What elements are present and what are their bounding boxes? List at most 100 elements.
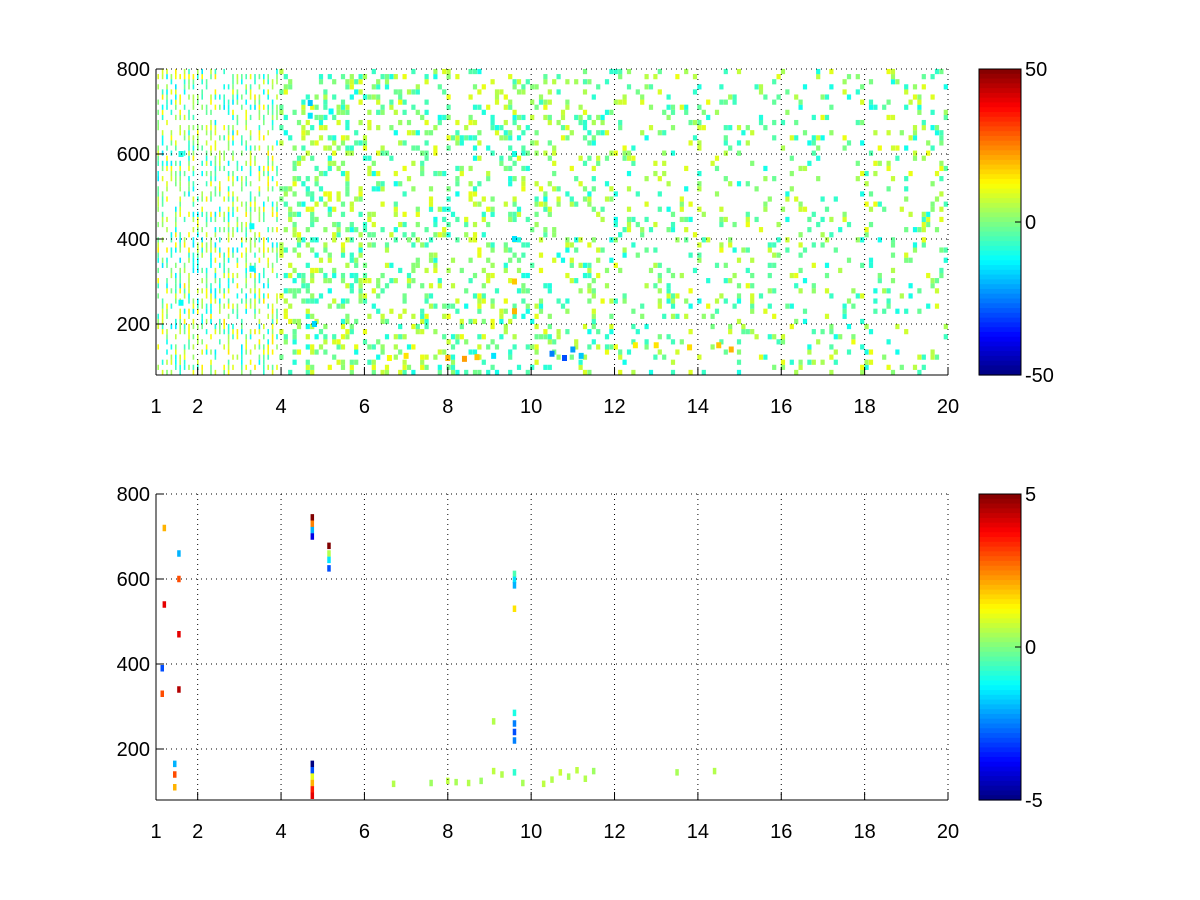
heatmap-cell <box>267 89 269 95</box>
x-tick-label: 6 <box>359 396 370 418</box>
heatmap-cell <box>296 201 302 207</box>
heatmap-cell <box>455 334 460 340</box>
heatmap-cell <box>512 576 517 584</box>
heatmap-cell <box>210 349 212 355</box>
heatmap-cell <box>367 216 372 223</box>
heatmap-cell <box>157 176 159 182</box>
heatmap-cell <box>263 135 265 141</box>
heatmap-cell <box>575 767 579 774</box>
heatmap-cell <box>227 278 230 284</box>
heatmap-cell <box>508 318 513 325</box>
heatmap-cell <box>860 318 865 325</box>
heatmap-cell <box>166 359 168 365</box>
heatmap-cell <box>214 323 217 330</box>
heatmap-cell <box>192 334 195 340</box>
heatmap-cell <box>552 227 557 233</box>
heatmap-cell <box>384 334 390 340</box>
heatmap-cell <box>490 323 495 330</box>
heatmap-cell <box>188 298 190 304</box>
heatmap-cell <box>283 130 288 136</box>
heatmap-cell <box>578 114 583 121</box>
heatmap-cell <box>245 109 247 115</box>
heatmap-cell <box>249 329 252 335</box>
heatmap-cell <box>166 262 168 268</box>
heatmap-cell <box>241 252 243 258</box>
heatmap-cell <box>288 216 293 223</box>
heatmap-cell <box>258 354 261 360</box>
heatmap-cell <box>214 140 217 146</box>
heatmap-cell <box>380 349 385 355</box>
heatmap-cell <box>327 206 332 212</box>
heatmap-cell <box>534 211 539 217</box>
heatmap-cell <box>305 262 310 268</box>
heatmap-cell <box>516 114 522 121</box>
heatmap-cell <box>600 206 605 212</box>
heatmap-cell <box>763 94 768 100</box>
heatmap-cell <box>666 227 671 233</box>
heatmap-cell <box>296 349 302 355</box>
heatmap-cell <box>292 329 297 335</box>
heatmap-cell <box>428 293 434 299</box>
heatmap-cell <box>258 237 261 243</box>
heatmap-cell <box>864 349 869 355</box>
heatmap-cell <box>644 247 649 253</box>
heatmap-cell <box>183 262 186 268</box>
heatmap-cell <box>179 211 181 217</box>
heatmap-cell <box>503 267 508 274</box>
heatmap-cell <box>232 79 234 85</box>
heatmap-cell <box>236 130 239 136</box>
heatmap-cell <box>205 278 208 284</box>
heatmap-cell <box>587 130 592 136</box>
heatmap-cell <box>670 293 676 299</box>
heatmap-cell <box>890 242 896 248</box>
heatmap-cell <box>723 349 728 355</box>
colorbar-step <box>979 527 1021 533</box>
heatmap-cell <box>437 206 442 212</box>
heatmap-cell <box>241 201 243 207</box>
heatmap-cell <box>424 267 429 274</box>
heatmap-cell <box>170 237 173 243</box>
heatmap-cell <box>820 114 825 121</box>
heatmap-cell <box>188 308 190 314</box>
heatmap-cell <box>166 196 168 202</box>
heatmap-cell <box>210 359 212 365</box>
heatmap-cell <box>490 262 495 268</box>
heatmap-cell <box>411 160 416 166</box>
heatmap-cell <box>188 232 190 238</box>
colorbar-step <box>979 666 1021 672</box>
heatmap-cell <box>175 262 177 268</box>
heatmap-cell <box>305 359 310 365</box>
heatmap-cell <box>354 79 359 85</box>
heatmap-cell <box>310 191 315 197</box>
heatmap-cell <box>403 352 409 359</box>
heatmap-cell <box>807 227 812 233</box>
heatmap-cell <box>201 79 203 85</box>
heatmap-cell <box>166 74 168 80</box>
heatmap-cell <box>245 344 247 350</box>
heatmap-cell <box>205 196 208 202</box>
colorbar-step <box>979 150 1021 156</box>
heatmap-cell <box>450 283 456 289</box>
heatmap-cell <box>587 262 592 268</box>
heatmap-cell <box>521 288 526 294</box>
heatmap-cell <box>798 165 803 172</box>
colorbar-step <box>979 135 1021 142</box>
heatmap-cell <box>921 74 926 80</box>
heatmap-cell <box>499 308 504 314</box>
heatmap-cell <box>406 176 412 182</box>
heatmap-cell <box>327 160 332 166</box>
heatmap-cell <box>263 211 265 217</box>
heatmap-cell <box>428 206 434 212</box>
heatmap-cell <box>389 99 394 105</box>
heatmap-cell <box>926 272 931 279</box>
heatmap-cell <box>254 242 256 248</box>
heatmap-cell <box>750 257 755 263</box>
heatmap-cell <box>192 308 195 314</box>
heatmap-cell <box>582 89 588 95</box>
heatmap-cell <box>183 288 186 294</box>
heatmap-cell <box>754 84 759 90</box>
heatmap-cell <box>873 201 878 207</box>
heatmap-cell <box>314 252 319 258</box>
grid-lines <box>156 493 948 800</box>
heatmap-cell <box>398 313 403 319</box>
